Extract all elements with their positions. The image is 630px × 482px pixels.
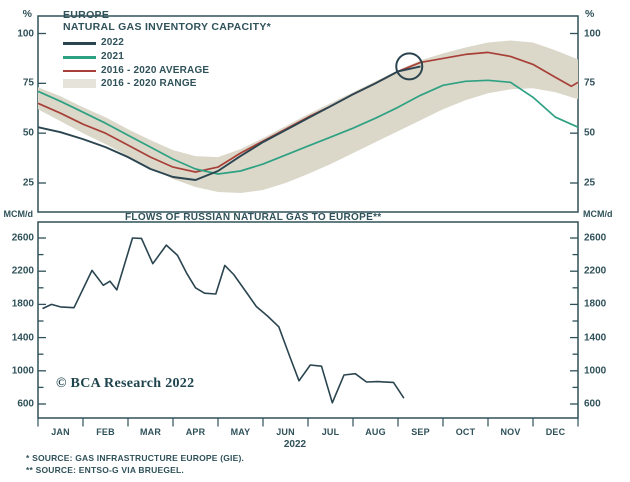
footnote-source-1: * SOURCE: GAS INFRASTRUCTURE EUROPE (GIE… — [26, 453, 245, 463]
top-unit-left: % — [22, 8, 32, 20]
bottom-ytick-label-right: 2600 — [584, 232, 607, 244]
bottom-ytick-label-left: 2600 — [11, 232, 34, 244]
top-chart-title-line1: EUROPE — [63, 9, 110, 21]
footnote-source-2: ** SOURCE: ENTSO-G VIA BRUEGEL. — [26, 465, 184, 475]
bottom-ytick-label-left: 600 — [17, 398, 34, 410]
bottom-ytick-label-right: 1000 — [584, 365, 607, 377]
line-russian-gas-flows — [42, 237, 405, 404]
legend-label-range: 2016 - 2020 RANGE — [101, 78, 197, 89]
month-label: JAN — [51, 427, 70, 437]
bottom-ytick-label-left: 1000 — [11, 365, 34, 377]
month-label: SEP — [411, 427, 430, 437]
month-label: FEB — [96, 427, 115, 437]
bottom-unit-right: MCM/d — [583, 209, 613, 219]
bottom-ytick-label-left: 1800 — [11, 298, 34, 310]
line-2022 — [37, 65, 421, 181]
top-ytick-label-left: 50 — [22, 127, 34, 139]
bottom-ytick-label-right: 1400 — [584, 332, 607, 344]
top-unit-right: % — [585, 8, 595, 20]
bottom-ytick-label-left: 1400 — [11, 332, 34, 344]
month-label: DEC — [545, 427, 566, 437]
line-2021 — [37, 79, 579, 175]
top-ytick-label-right: 25 — [584, 177, 596, 189]
annotation-circle — [395, 52, 424, 81]
top-ytick-label-left: 25 — [22, 177, 34, 189]
bottom-ytick-label-right: 1800 — [584, 298, 607, 310]
top-ytick-label-right: 100 — [584, 28, 601, 39]
top-ytick-label-left: 100 — [17, 28, 34, 39]
bottom-ytick-label-right: 600 — [584, 398, 601, 410]
legend-swatch-average — [63, 69, 96, 73]
watermark: © BCA Research 2022 — [56, 376, 195, 391]
top-ytick-label-left: 75 — [22, 77, 34, 89]
legend-label-2021: 2021 — [101, 51, 125, 62]
top-chart-title-line2: NATURAL GAS INVENTORY CAPACITY* — [63, 21, 272, 33]
month-label: JUN — [276, 427, 295, 437]
month-label: APR — [185, 427, 206, 437]
legend-swatch-2022 — [63, 42, 96, 45]
top-ytick-label-right: 50 — [584, 127, 596, 139]
month-label: AUG — [365, 427, 386, 437]
legend-swatch-range — [63, 79, 96, 88]
legend-label-2022: 2022 — [101, 37, 125, 48]
top-ytick-label-right: 75 — [584, 77, 596, 89]
month-label: MAY — [230, 427, 251, 437]
legend-label-average: 2016 - 2020 AVERAGE — [101, 64, 210, 76]
bottom-ytick-label-right: 2200 — [584, 265, 607, 277]
top-panel-frame — [37, 15, 579, 213]
bottom-chart-title: FLOWS OF RUSSIAN NATURAL GAS TO EUROPE** — [125, 212, 382, 223]
bottom-ytick-label-left: 2200 — [11, 265, 34, 277]
x-axis-year: 2022 — [283, 439, 307, 450]
month-label: OCT — [455, 427, 476, 437]
legend-swatch-2021 — [63, 56, 96, 59]
month-label: MAR — [139, 427, 162, 437]
month-label: NOV — [500, 427, 521, 437]
bottom-unit-left: MCM/d — [3, 209, 34, 219]
month-label: JUL — [321, 427, 340, 437]
